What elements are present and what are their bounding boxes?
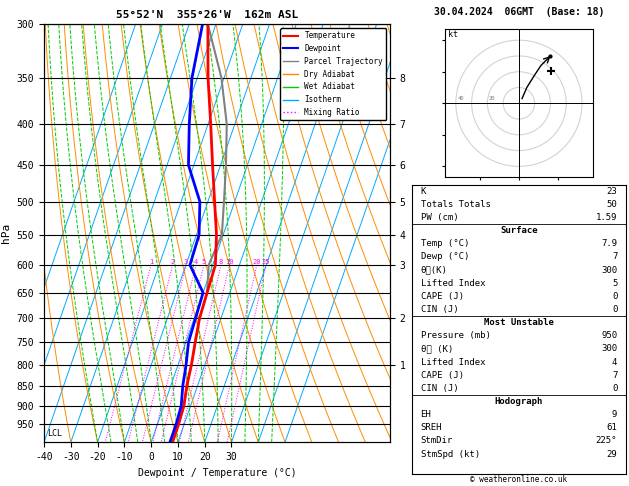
Text: 4: 4 xyxy=(612,358,617,366)
Y-axis label: hPa: hPa xyxy=(1,223,11,243)
Text: 0: 0 xyxy=(612,384,617,393)
Text: 300: 300 xyxy=(601,345,617,353)
Text: 3: 3 xyxy=(184,259,188,265)
Text: 55°52'N  355°26'W  162m ASL: 55°52'N 355°26'W 162m ASL xyxy=(116,10,299,20)
Text: 20: 20 xyxy=(489,96,496,101)
Text: 7: 7 xyxy=(612,252,617,261)
Text: 225°: 225° xyxy=(596,436,617,446)
Text: 0: 0 xyxy=(612,305,617,314)
Text: Most Unstable: Most Unstable xyxy=(484,318,554,327)
Text: 9: 9 xyxy=(612,410,617,419)
Text: StmDir: StmDir xyxy=(421,436,453,446)
Text: 950: 950 xyxy=(601,331,617,340)
Text: 50: 50 xyxy=(606,200,617,209)
Text: 5: 5 xyxy=(202,259,206,265)
Text: 20: 20 xyxy=(252,259,261,265)
Text: PW (cm): PW (cm) xyxy=(421,213,458,222)
Text: LCL: LCL xyxy=(47,429,62,438)
Text: 300: 300 xyxy=(601,266,617,275)
Text: 61: 61 xyxy=(606,423,617,433)
Text: Dewp (°C): Dewp (°C) xyxy=(421,252,469,261)
Text: 8: 8 xyxy=(219,259,223,265)
Text: 29: 29 xyxy=(606,450,617,459)
Text: θᴇ (K): θᴇ (K) xyxy=(421,345,453,353)
Text: Hodograph: Hodograph xyxy=(495,397,543,406)
Text: © weatheronline.co.uk: © weatheronline.co.uk xyxy=(470,474,567,484)
X-axis label: Dewpoint / Temperature (°C): Dewpoint / Temperature (°C) xyxy=(138,468,296,478)
Text: Totals Totals: Totals Totals xyxy=(421,200,491,209)
Text: SREH: SREH xyxy=(421,423,442,433)
Text: kt: kt xyxy=(448,30,458,39)
Text: StmSpd (kt): StmSpd (kt) xyxy=(421,450,480,459)
Text: 10: 10 xyxy=(225,259,233,265)
Text: EH: EH xyxy=(421,410,431,419)
Text: 7: 7 xyxy=(612,371,617,380)
Text: CIN (J): CIN (J) xyxy=(421,305,458,314)
Legend: Temperature, Dewpoint, Parcel Trajectory, Dry Adiabat, Wet Adiabat, Isotherm, Mi: Temperature, Dewpoint, Parcel Trajectory… xyxy=(280,28,386,120)
Text: Lifted Index: Lifted Index xyxy=(421,279,485,288)
Text: 7.9: 7.9 xyxy=(601,239,617,248)
Text: Lifted Index: Lifted Index xyxy=(421,358,485,366)
Text: CAPE (J): CAPE (J) xyxy=(421,371,464,380)
Text: θᴇ(K): θᴇ(K) xyxy=(421,266,447,275)
Text: 30.04.2024  06GMT  (Base: 18): 30.04.2024 06GMT (Base: 18) xyxy=(434,7,604,17)
Text: 1: 1 xyxy=(149,259,153,265)
Text: CIN (J): CIN (J) xyxy=(421,384,458,393)
Text: 23: 23 xyxy=(606,187,617,196)
Text: 1.59: 1.59 xyxy=(596,213,617,222)
Text: 2: 2 xyxy=(170,259,175,265)
Text: 5: 5 xyxy=(612,279,617,288)
Y-axis label: km
ASL: km ASL xyxy=(415,224,430,243)
Text: Surface: Surface xyxy=(500,226,538,235)
Text: 40: 40 xyxy=(457,96,464,101)
Text: Pressure (mb): Pressure (mb) xyxy=(421,331,491,340)
Text: K: K xyxy=(421,187,426,196)
Text: 0: 0 xyxy=(612,292,617,301)
Text: 4: 4 xyxy=(194,259,198,265)
Text: 25: 25 xyxy=(262,259,270,265)
Text: CAPE (J): CAPE (J) xyxy=(421,292,464,301)
Text: Temp (°C): Temp (°C) xyxy=(421,239,469,248)
